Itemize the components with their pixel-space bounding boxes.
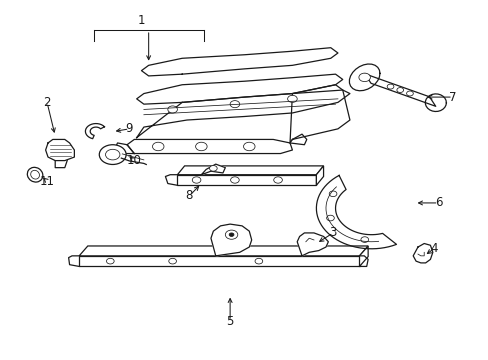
- Polygon shape: [289, 90, 349, 143]
- Text: 6: 6: [434, 197, 442, 210]
- Circle shape: [287, 95, 297, 102]
- Polygon shape: [85, 123, 104, 139]
- Polygon shape: [141, 48, 337, 76]
- Polygon shape: [316, 166, 323, 185]
- Circle shape: [152, 142, 163, 151]
- Ellipse shape: [27, 167, 43, 182]
- Text: 9: 9: [125, 122, 133, 135]
- Polygon shape: [210, 224, 251, 256]
- Polygon shape: [316, 175, 396, 249]
- Circle shape: [209, 166, 217, 171]
- Circle shape: [358, 73, 369, 82]
- Circle shape: [99, 145, 126, 165]
- Polygon shape: [412, 243, 432, 263]
- Polygon shape: [349, 64, 379, 91]
- Text: 10: 10: [126, 154, 142, 167]
- Circle shape: [396, 87, 403, 93]
- Circle shape: [230, 177, 239, 183]
- Circle shape: [230, 101, 239, 108]
- Circle shape: [243, 142, 255, 151]
- Polygon shape: [79, 256, 359, 266]
- Circle shape: [406, 91, 412, 96]
- Circle shape: [167, 106, 177, 113]
- Polygon shape: [127, 139, 292, 154]
- Circle shape: [105, 149, 120, 160]
- Circle shape: [195, 142, 207, 151]
- Circle shape: [328, 191, 336, 197]
- Text: 5: 5: [226, 315, 233, 328]
- Circle shape: [225, 230, 237, 239]
- Circle shape: [229, 233, 233, 237]
- Polygon shape: [425, 94, 446, 112]
- Polygon shape: [364, 74, 435, 106]
- Polygon shape: [137, 74, 342, 104]
- Polygon shape: [79, 246, 367, 256]
- Polygon shape: [359, 246, 367, 266]
- Polygon shape: [137, 85, 349, 138]
- Text: 11: 11: [40, 175, 55, 188]
- Polygon shape: [201, 164, 225, 175]
- Polygon shape: [45, 139, 74, 161]
- Text: 4: 4: [429, 242, 437, 255]
- Text: 3: 3: [329, 226, 336, 239]
- Text: 7: 7: [448, 91, 456, 104]
- Polygon shape: [115, 143, 134, 154]
- Text: 1: 1: [138, 14, 145, 27]
- Polygon shape: [177, 175, 316, 185]
- Polygon shape: [297, 233, 328, 256]
- Circle shape: [386, 84, 393, 89]
- Text: 8: 8: [185, 189, 193, 202]
- Text: 2: 2: [43, 96, 51, 109]
- Circle shape: [168, 258, 176, 264]
- Circle shape: [255, 258, 262, 264]
- Circle shape: [360, 237, 368, 242]
- Circle shape: [273, 177, 282, 183]
- Polygon shape: [177, 166, 323, 175]
- Circle shape: [192, 177, 201, 183]
- Circle shape: [326, 215, 334, 221]
- Circle shape: [106, 258, 114, 264]
